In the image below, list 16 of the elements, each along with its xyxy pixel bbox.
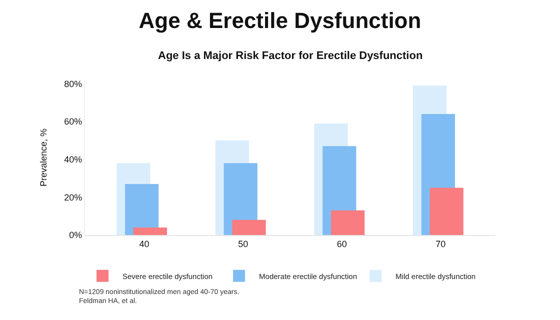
y-axis-title: Prevalence, % [38, 128, 49, 187]
chart-title: Age & Erectile Dysfunction [138, 8, 422, 34]
y-tick-label: 20% [64, 192, 82, 202]
y-tick-label: 80% [64, 78, 82, 89]
x-tick-label: 50 [238, 238, 248, 249]
bar [430, 188, 464, 235]
y-tick-label: 0% [69, 230, 82, 240]
x-tick-label: 40 [139, 238, 150, 249]
y-tick-label: 40% [64, 154, 82, 165]
bar [331, 210, 365, 235]
bar [133, 227, 167, 235]
y-tick-label: 60% [64, 116, 82, 127]
bar [232, 220, 266, 235]
x-tick-label: 60 [336, 238, 347, 249]
x-tick-label: 70 [436, 238, 446, 249]
chart-subtitle: Age Is a Major Risk Factor for Erectile Dysfunction [158, 50, 423, 62]
